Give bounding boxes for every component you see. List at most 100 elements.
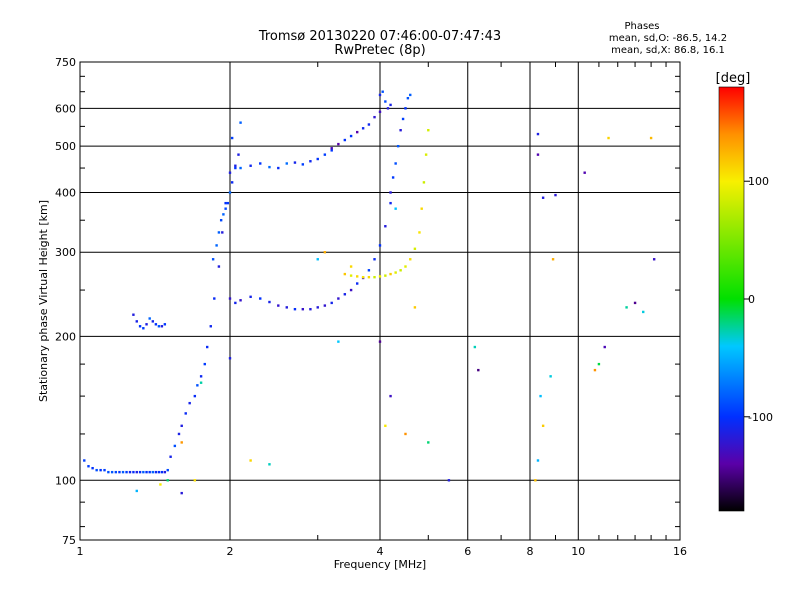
data-point xyxy=(552,258,554,260)
data-point xyxy=(164,323,166,325)
data-point xyxy=(169,456,171,458)
data-point xyxy=(220,219,222,221)
data-point xyxy=(542,197,544,199)
data-point xyxy=(389,273,391,275)
data-point xyxy=(227,202,229,204)
phases-title: Phases xyxy=(624,21,659,32)
data-point xyxy=(139,471,141,473)
data-point xyxy=(229,191,231,193)
data-point xyxy=(583,172,585,174)
data-point xyxy=(394,207,396,209)
data-point xyxy=(542,425,544,427)
data-point xyxy=(159,483,161,485)
data-point xyxy=(249,296,251,298)
phases-mean-x: mean, sd,X: 86.8, 16.1 xyxy=(611,45,725,56)
data-point xyxy=(181,492,183,494)
data-point xyxy=(302,163,304,165)
data-point xyxy=(206,346,208,348)
data-point xyxy=(164,471,166,473)
data-point xyxy=(409,258,411,260)
data-point xyxy=(344,293,346,295)
data-point xyxy=(373,116,375,118)
data-point xyxy=(239,121,241,123)
x-tick-label: 16 xyxy=(673,545,687,558)
data-point xyxy=(99,469,101,471)
y-tick-label: 75 xyxy=(62,534,76,547)
data-point xyxy=(407,97,409,99)
data-point xyxy=(317,306,319,308)
data-point xyxy=(414,306,416,308)
data-point xyxy=(350,265,352,267)
data-point xyxy=(136,471,138,473)
data-point xyxy=(425,153,427,155)
data-point xyxy=(132,471,134,473)
data-point xyxy=(107,471,109,473)
data-point xyxy=(234,167,236,169)
data-point xyxy=(83,459,85,461)
data-point xyxy=(350,135,352,137)
data-point xyxy=(229,172,231,174)
data-point xyxy=(362,276,364,278)
data-point xyxy=(158,471,160,473)
y-tick-label: 300 xyxy=(55,246,76,259)
data-point xyxy=(234,302,236,304)
data-point xyxy=(427,441,429,443)
data-point xyxy=(302,308,304,310)
data-point xyxy=(149,471,151,473)
data-point xyxy=(249,459,251,461)
data-point xyxy=(331,302,333,304)
data-point xyxy=(185,412,187,414)
data-point xyxy=(239,167,241,169)
chart-title: Tromsø 20130220 07:46:00-07:47:43 xyxy=(258,29,501,44)
data-point xyxy=(379,111,381,113)
data-point xyxy=(136,490,138,492)
data-point xyxy=(337,297,339,299)
y-tick-label: 500 xyxy=(55,140,76,153)
chart-subtitle: RwPretec (8p) xyxy=(334,43,425,58)
phases-mean-o: mean, sd,O: -86.5, 14.2 xyxy=(609,33,727,44)
data-point xyxy=(423,181,425,183)
data-point xyxy=(381,91,383,93)
data-point xyxy=(122,471,124,473)
data-point xyxy=(268,463,270,465)
data-point xyxy=(337,340,339,342)
data-point xyxy=(136,320,138,322)
data-point xyxy=(414,248,416,250)
data-point xyxy=(653,258,655,260)
data-point xyxy=(212,258,214,260)
data-point xyxy=(384,100,386,102)
data-point xyxy=(268,166,270,168)
x-axis-ticks: 1 2 4 6 8 10 16 xyxy=(77,62,688,558)
data-point xyxy=(277,167,279,169)
data-point xyxy=(204,363,206,365)
data-point xyxy=(373,276,375,278)
data-point xyxy=(379,340,381,342)
data-point xyxy=(474,346,476,348)
data-point xyxy=(213,297,215,299)
data-point xyxy=(384,425,386,427)
data-point xyxy=(344,139,346,141)
data-point xyxy=(324,251,326,253)
data-point xyxy=(294,308,296,310)
data-point xyxy=(118,471,120,473)
y-axis-ticks: 75100200300400500600750 xyxy=(55,56,680,547)
data-point xyxy=(161,325,163,327)
data-point xyxy=(142,327,144,329)
data-point xyxy=(222,213,224,215)
data-point xyxy=(91,467,93,469)
data-point xyxy=(174,445,176,447)
y-tick-label: 200 xyxy=(55,330,76,343)
data-point xyxy=(294,161,296,163)
data-point xyxy=(399,129,401,131)
data-point xyxy=(268,301,270,303)
x-tick-label: 1 xyxy=(77,545,84,558)
data-point xyxy=(259,297,261,299)
data-point xyxy=(218,265,220,267)
data-point xyxy=(229,357,231,359)
data-point xyxy=(132,314,134,316)
data-point xyxy=(200,382,202,384)
data-point xyxy=(286,162,288,164)
data-point xyxy=(394,162,396,164)
data-point xyxy=(234,165,236,167)
data-point xyxy=(356,131,358,133)
